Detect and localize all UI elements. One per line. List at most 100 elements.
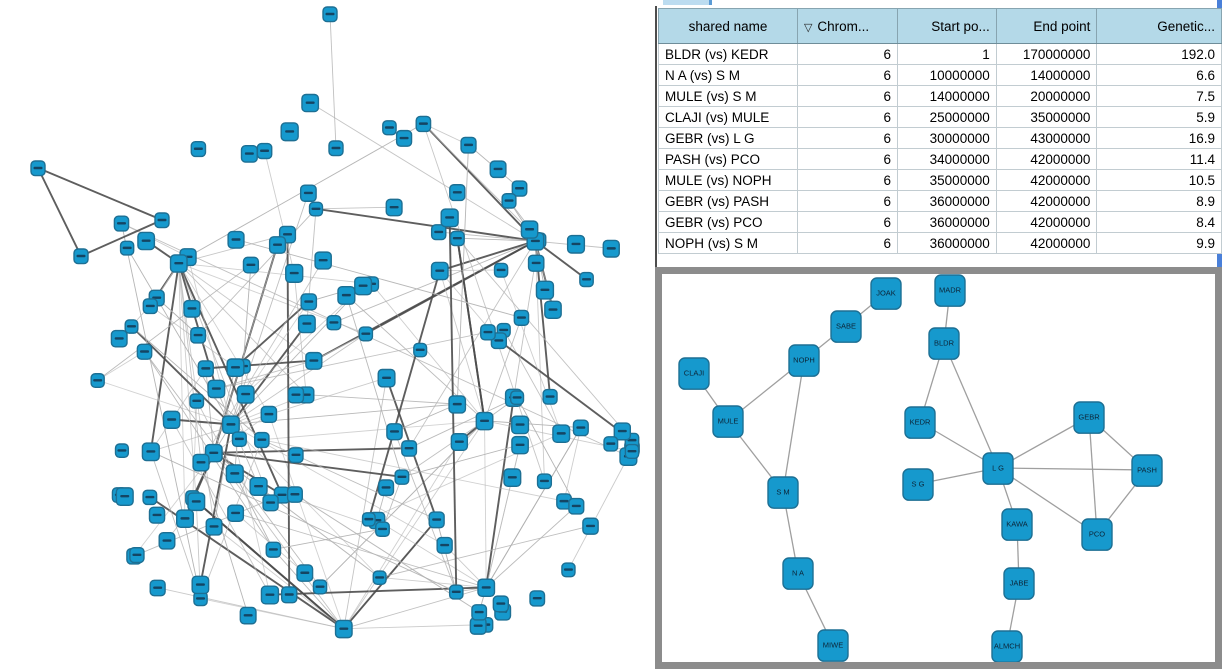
- network-edge[interactable]: [401, 444, 521, 478]
- network-node[interactable]: [471, 604, 488, 621]
- network-node[interactable]: [480, 324, 496, 341]
- table-cell[interactable]: 8.9: [1096, 190, 1222, 212]
- network-node[interactable]: [299, 184, 317, 202]
- network-edge[interactable]: [503, 329, 562, 434]
- network-edge[interactable]: [333, 240, 536, 323]
- network-node[interactable]: [280, 122, 299, 142]
- network-edge[interactable]: [178, 263, 186, 519]
- network-edge[interactable]: [485, 397, 515, 588]
- table-cell[interactable]: 192.0: [1096, 43, 1222, 65]
- table-cell[interactable]: 9.9: [1096, 232, 1222, 254]
- network-edge[interactable]: [376, 519, 487, 588]
- network-edge[interactable]: [234, 300, 310, 369]
- network-edge[interactable]: [261, 420, 485, 441]
- network-node[interactable]: [603, 436, 619, 452]
- network-edge[interactable]: [205, 368, 215, 453]
- network-node[interactable]: [493, 262, 509, 278]
- network-node[interactable]: [192, 453, 210, 472]
- network-node[interactable]: S M: [767, 476, 799, 509]
- network-node[interactable]: [394, 469, 410, 485]
- network-edge[interactable]: [484, 420, 487, 588]
- network-node[interactable]: MIWE: [817, 629, 849, 662]
- table-row[interactable]: MULE (vs) NOPH 6 35000000 42000000 10.5: [658, 169, 1222, 191]
- network-edge[interactable]: [456, 144, 469, 405]
- network-node[interactable]: [613, 422, 632, 441]
- network-edge[interactable]: [293, 273, 307, 395]
- network-node[interactable]: JABE: [1003, 567, 1035, 600]
- network-node[interactable]: [430, 224, 447, 241]
- network-edge[interactable]: [230, 424, 271, 595]
- network-node[interactable]: [296, 564, 314, 582]
- network-edge[interactable]: [306, 394, 458, 405]
- network-edge[interactable]: [37, 167, 82, 257]
- network-node[interactable]: [375, 521, 390, 537]
- network-edge[interactable]: [286, 234, 291, 595]
- network-edge[interactable]: [408, 397, 518, 449]
- network-node[interactable]: [449, 184, 466, 202]
- table-cell[interactable]: PASH (vs) PCO: [658, 148, 798, 170]
- network-node[interactable]: [520, 220, 539, 239]
- table-row[interactable]: CLAJI (vs) MULE 6 25000000 35000000 5.9: [658, 106, 1222, 128]
- network-node[interactable]: [328, 140, 344, 157]
- network-edge[interactable]: [80, 219, 163, 257]
- network-node[interactable]: [449, 230, 465, 247]
- table-cell[interactable]: 1: [897, 43, 997, 65]
- network-node[interactable]: [190, 327, 207, 344]
- table-cell[interactable]: 36000000: [897, 211, 997, 233]
- network-node[interactable]: [566, 234, 586, 254]
- network-edge[interactable]: [264, 150, 295, 274]
- network-node[interactable]: [137, 231, 156, 251]
- network-node[interactable]: [377, 368, 396, 388]
- network-node[interactable]: [262, 494, 279, 512]
- network-node[interactable]: [297, 314, 316, 334]
- network-edge[interactable]: [439, 270, 485, 421]
- table-cell[interactable]: 35000000: [897, 169, 997, 191]
- network-edge[interactable]: [343, 518, 438, 630]
- network-edge[interactable]: [294, 493, 480, 613]
- network-edge[interactable]: [422, 122, 537, 242]
- network-node[interactable]: [142, 298, 158, 315]
- network-edge[interactable]: [485, 505, 577, 588]
- network-node[interactable]: [191, 575, 210, 595]
- table-scroll-tab[interactable]: [663, 0, 712, 5]
- network-edge[interactable]: [199, 424, 232, 585]
- network-node[interactable]: [477, 578, 496, 598]
- network-node[interactable]: [527, 254, 545, 272]
- table-cell[interactable]: 6: [796, 64, 899, 86]
- table-cell[interactable]: 25000000: [897, 106, 997, 128]
- column-header-end-point[interactable]: End point: [995, 8, 1098, 44]
- network-node[interactable]: [489, 160, 507, 179]
- network-node[interactable]: [372, 570, 387, 586]
- network-node[interactable]: [158, 532, 176, 550]
- network-node[interactable]: [542, 388, 558, 405]
- network-edge[interactable]: [37, 167, 163, 221]
- network-edge[interactable]: [213, 447, 410, 454]
- network-node[interactable]: [226, 358, 245, 378]
- network-edge[interactable]: [97, 351, 145, 381]
- network-node[interactable]: [256, 142, 273, 160]
- network-node[interactable]: [124, 319, 139, 334]
- network-node[interactable]: [189, 393, 205, 409]
- network-edge[interactable]: [343, 420, 485, 629]
- network-node[interactable]: [529, 590, 546, 607]
- table-cell[interactable]: 34000000: [897, 148, 997, 170]
- network-node[interactable]: CLAJI: [678, 357, 710, 390]
- network-node[interactable]: [510, 390, 525, 406]
- table-cell[interactable]: 20000000: [995, 85, 1098, 107]
- table-cell[interactable]: 11.4: [1096, 148, 1222, 170]
- network-edge[interactable]: [439, 269, 502, 272]
- network-node[interactable]: [382, 120, 397, 136]
- network-node[interactable]: [227, 504, 245, 523]
- network-node[interactable]: S G: [902, 468, 934, 501]
- table-row[interactable]: NOPH (vs) S M 6 36000000 42000000 9.9: [658, 232, 1222, 254]
- table-cell[interactable]: 16.9: [1096, 127, 1222, 149]
- network-node[interactable]: N A: [782, 557, 814, 590]
- network-edge[interactable]: [498, 339, 633, 441]
- network-node[interactable]: L G: [982, 452, 1014, 485]
- network-node[interactable]: [395, 129, 413, 147]
- column-header-chrom-[interactable]: ▽ Chrom...: [796, 8, 899, 44]
- network-edge[interactable]: [371, 283, 485, 422]
- network-edge[interactable]: [379, 525, 591, 578]
- network-node[interactable]: [285, 263, 304, 283]
- network-node[interactable]: [197, 360, 214, 378]
